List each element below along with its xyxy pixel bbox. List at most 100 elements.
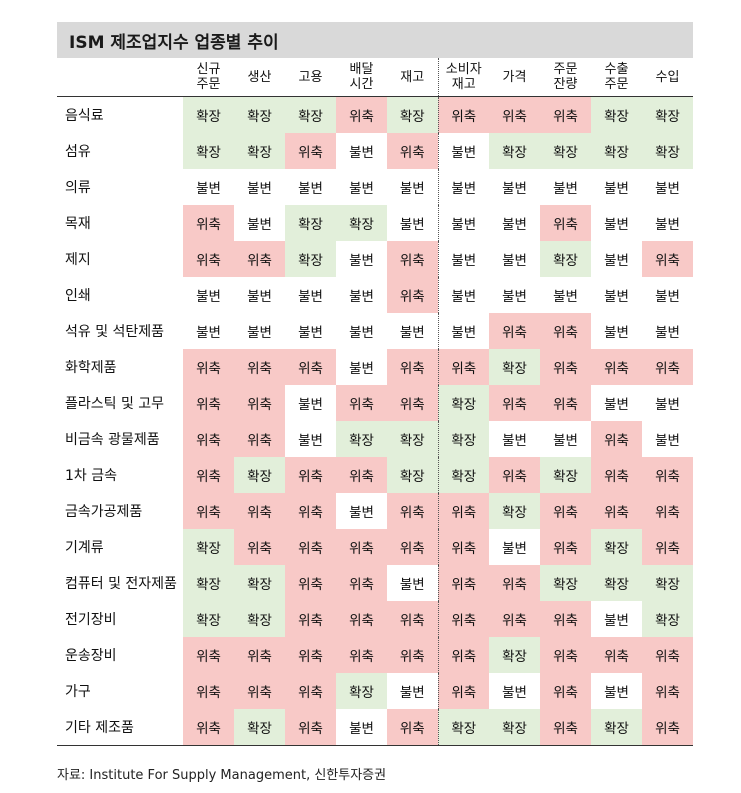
column-header: 수입 [642,58,693,97]
column-header: 배달 시간 [336,58,387,97]
status-cell: 위축 [285,565,336,601]
status-cell: 불변 [234,205,285,241]
table-row: 플라스틱 및 고무 위축 위축 불변 위축 위축 확장 위축 위축 불변 불변 [57,385,693,421]
status-cell: 불변 [437,313,489,349]
status-cell: 불변 [336,169,387,205]
status-cell: 불변 [642,385,693,421]
status-cell: 확장 [642,601,693,637]
column-header: 가격 [489,58,540,97]
status-cell: 위축 [336,529,387,565]
industry-label: 플라스틱 및 고무 [57,385,183,421]
status-cell: 위축 [336,96,387,133]
column-header-line: 시간 [349,77,374,92]
status-cell: 불변 [336,349,387,385]
status-cell: 확장 [336,421,387,457]
status-cell: 위축 [387,133,438,169]
status-cell: 확장 [540,133,591,169]
status-cell: 확장 [234,565,285,601]
status-cell: 위축 [183,709,234,746]
column-header-line: 생산 [247,69,272,85]
status-cell: 위축 [489,601,540,637]
status-cell: 위축 [234,493,285,529]
status-cell: 불변 [437,169,489,205]
status-cell: 위축 [540,349,591,385]
table-row: 화학제품 위축 위축 위축 불변 위축 위축 확장 위축 위축 위축 [57,349,693,385]
status-cell: 불변 [183,277,234,313]
status-cell: 불변 [591,205,642,241]
status-cell: 확장 [642,133,693,169]
status-cell: 위축 [183,457,234,493]
status-cell: 불변 [591,169,642,205]
status-cell: 위축 [336,385,387,421]
status-cell: 확장 [183,601,234,637]
status-cell: 위축 [437,565,489,601]
status-cell: 확장 [234,96,285,133]
column-header: 수출 주문 [591,58,642,97]
status-cell: 불변 [387,313,438,349]
status-cell: 불변 [540,277,591,313]
status-cell: 위축 [489,385,540,421]
status-cell: 불변 [642,277,693,313]
status-cell: 확장 [387,96,438,133]
header-row: 신규 주문 생산 고용 배달 시간 재고 소비자 재고 가격 주문 잔량 수출 주문 수입 [57,58,693,97]
table-row: 기타 제조품 위축 확장 위축 불변 위축 확장 확장 위축 확장 위축 [57,709,693,746]
source-note: 자료: Institute For Supply Management, 신한투… [57,768,387,783]
status-cell: 불변 [336,709,387,746]
status-cell: 위축 [591,349,642,385]
status-cell: 위축 [285,601,336,637]
status-cell: 위축 [183,205,234,241]
status-cell: 불변 [183,313,234,349]
status-cell: 확장 [642,565,693,601]
status-cell: 위축 [591,493,642,529]
status-cell: 위축 [285,673,336,709]
column-header: 소비자 재고 [437,58,489,97]
table-row: 컴퓨터 및 전자제품 확장 확장 위축 위축 불변 위축 위축 확장 확장 확장 [57,565,693,601]
status-cell: 위축 [642,637,693,673]
status-cell: 불변 [234,277,285,313]
status-cell: 불변 [285,169,336,205]
status-cell: 위축 [285,493,336,529]
status-cell: 위축 [540,313,591,349]
table-row: 1차 금속 위축 확장 위축 위축 확장 확장 위축 확장 위축 위축 [57,457,693,493]
status-cell: 불변 [387,205,438,241]
status-cell: 확장 [489,133,540,169]
status-cell: 위축 [437,637,489,673]
status-cell: 불변 [489,421,540,457]
status-cell: 확장 [489,349,540,385]
status-cell: 위축 [642,529,693,565]
status-cell: 위축 [183,493,234,529]
table-row: 섬유 확장 확장 위축 불변 위축 불변 확장 확장 확장 확장 [57,133,693,169]
status-cell: 불변 [285,421,336,457]
status-cell: 위축 [336,637,387,673]
status-cell: 불변 [437,241,489,277]
status-cell: 불변 [285,313,336,349]
status-cell: 위축 [285,709,336,746]
status-cell: 위축 [234,637,285,673]
industry-label: 전기장비 [57,601,183,637]
status-cell: 확장 [387,421,438,457]
column-header: 신규 주문 [183,58,234,97]
status-cell: 확장 [183,96,234,133]
column-header-line: 주문 [196,77,221,92]
status-cell: 확장 [183,529,234,565]
industry-trend-table: 신규 주문 생산 고용 배달 시간 재고 소비자 재고 가격 주문 잔량 수출 주문 수입 음식료 확장 확장 확… [57,58,693,746]
status-cell: 확장 [489,637,540,673]
status-cell: 확장 [234,133,285,169]
status-cell: 확장 [642,96,693,133]
status-cell: 위축 [540,601,591,637]
status-cell: 불변 [285,385,336,421]
status-cell: 위축 [387,349,438,385]
status-cell: 위축 [489,313,540,349]
status-cell: 위축 [387,277,438,313]
status-cell: 불변 [336,241,387,277]
status-cell: 위축 [489,96,540,133]
table-row: 인쇄 불변 불변 불변 불변 위축 불변 불변 불변 불변 불변 [57,277,693,313]
column-header-line: 주문 [604,77,629,92]
status-cell: 위축 [285,133,336,169]
industry-label: 기계류 [57,529,183,565]
status-cell: 불변 [591,385,642,421]
status-cell: 위축 [540,493,591,529]
status-cell: 위축 [234,241,285,277]
status-cell: 확장 [183,133,234,169]
industry-label: 석유 및 석탄제품 [57,313,183,349]
